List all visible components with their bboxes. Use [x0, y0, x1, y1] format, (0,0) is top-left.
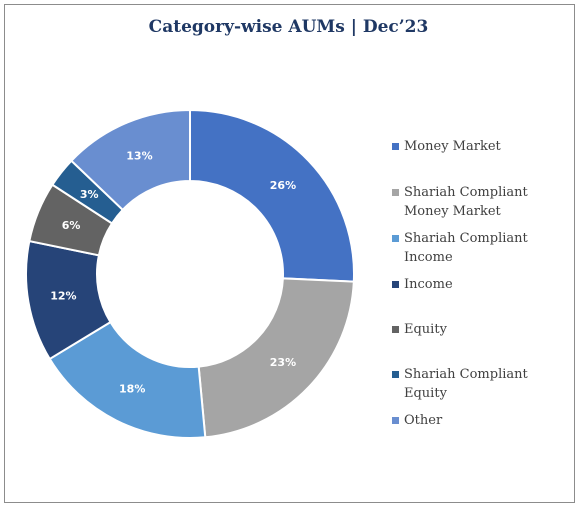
slice-data-label: 6% [62, 219, 81, 232]
slice-data-label: 18% [119, 382, 145, 395]
legend-label: Other [404, 413, 443, 428]
legend-item: Other [392, 411, 554, 430]
legend-swatch [392, 417, 399, 424]
legend-item: Income [392, 275, 554, 294]
legend-swatch [392, 326, 399, 333]
donut-slice [189, 108, 355, 283]
donut-slice [197, 277, 355, 439]
legend-item: Shariah Compliant Income [392, 229, 554, 267]
slice-data-label: 12% [50, 289, 76, 302]
slice-data-label: 23% [270, 356, 296, 369]
legend-item: Equity [392, 320, 554, 339]
slice-data-label: 3% [80, 188, 99, 201]
donut-slice-labels: 26% 23% 18% 12% 6% 3% 13% [50, 149, 296, 395]
legend-swatch [392, 371, 399, 378]
legend-swatch [392, 189, 399, 196]
legend-item: Money Market [392, 137, 554, 156]
donut-slice [48, 320, 207, 439]
legend-swatch [392, 143, 399, 150]
donut-slice [69, 108, 191, 212]
legend-item: Shariah Compliant Equity [392, 365, 554, 403]
legend-label: Money Market [404, 139, 501, 154]
slice-data-label: 13% [126, 149, 152, 162]
chart-title: Category-wise AUMs | Dec’23 [148, 17, 429, 37]
legend-label: Shariah Compliant Money Market [404, 185, 528, 219]
donut-slices [25, 108, 355, 439]
legend-label: Equity [404, 322, 447, 337]
legend-label: Income [404, 277, 453, 292]
legend-swatch [392, 235, 399, 242]
legend-item: Shariah Compliant Money Market [392, 183, 554, 221]
legend-label: Shariah Compliant Equity [404, 367, 528, 401]
legend-label: Shariah Compliant Income [404, 231, 528, 265]
legend-swatch [392, 281, 399, 288]
slice-data-label: 26% [270, 179, 296, 192]
